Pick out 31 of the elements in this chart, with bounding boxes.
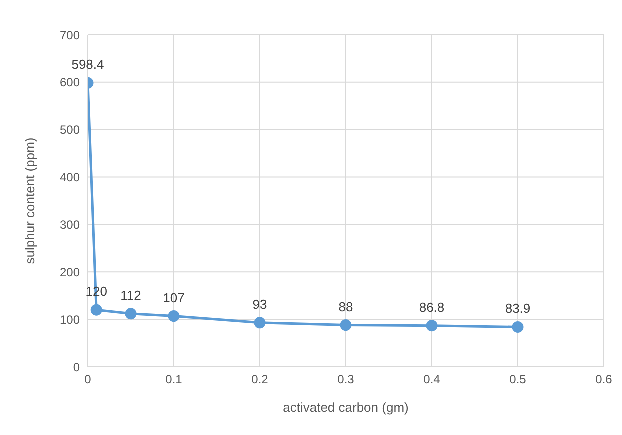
point xyxy=(426,320,438,332)
data-label: 88 xyxy=(338,299,354,314)
point xyxy=(340,320,352,332)
y-tick-label: 600 xyxy=(60,76,80,90)
x-tick-label: 0.2 xyxy=(252,372,269,387)
y-tick-label: 400 xyxy=(60,170,80,185)
x-tick-label: 0.1 xyxy=(166,372,183,387)
x-tick-label: 0 xyxy=(84,372,92,387)
x-axis-title: activated carbon (gm) xyxy=(283,400,409,415)
point xyxy=(512,321,524,333)
point xyxy=(90,304,102,316)
point xyxy=(168,310,180,322)
data-label: 112 xyxy=(120,288,142,303)
x-tick-label: 0.3 xyxy=(338,372,355,387)
point xyxy=(254,317,266,329)
y-tick-label: 700 xyxy=(60,28,80,42)
data-label: 107 xyxy=(163,290,185,306)
y-tick-label: 300 xyxy=(60,218,80,232)
x-tick-label: 0.4 xyxy=(424,372,441,387)
y-tick-label: 200 xyxy=(60,265,80,280)
data-label: 86.8 xyxy=(419,300,445,315)
y-tick-label: 0 xyxy=(73,360,80,374)
data-label: 93 xyxy=(252,296,268,312)
x-tick-label: 0.6 xyxy=(596,372,613,387)
y-tick-label: 500 xyxy=(60,123,80,138)
y-axis-title: sulphur content (ppm) xyxy=(22,138,38,264)
point xyxy=(125,308,137,320)
y-tick-label: 100 xyxy=(60,312,80,327)
data-label: 598.4 xyxy=(72,57,104,72)
data-label: 83.9 xyxy=(505,301,531,316)
x-tick-label: 0.5 xyxy=(510,372,527,387)
